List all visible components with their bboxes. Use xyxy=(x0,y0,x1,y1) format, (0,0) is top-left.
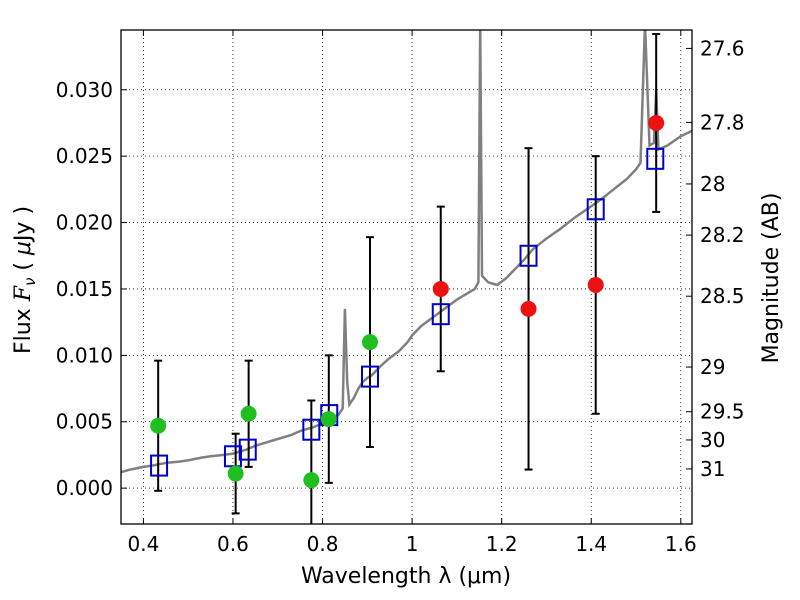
y-axis-label-subscript: ν xyxy=(21,278,39,286)
x-axis-label: Wavelength λ (μm) xyxy=(301,564,511,589)
y2-tick-label: 28.5 xyxy=(700,284,745,308)
y2-tick-label: 30 xyxy=(700,428,725,452)
y-tick-label: 0.010 xyxy=(56,343,113,367)
model-photometry-box xyxy=(302,418,321,441)
y2-tick-label: 31 xyxy=(700,457,725,481)
nir-point-marker xyxy=(432,280,449,297)
y-axis-label: Flux Fν ( μJy ) xyxy=(11,206,39,354)
x-tick-label: 1.4 xyxy=(575,532,607,556)
y-axis-label-post: ( xyxy=(11,255,36,278)
plot-frame xyxy=(120,29,693,525)
optical-point-marker xyxy=(227,465,244,482)
y-axis-label-unit: Jy ) xyxy=(11,206,36,243)
x-tick-label: 0.6 xyxy=(217,532,249,556)
model-photometry-box xyxy=(361,365,380,388)
y-axis-label-pre: Flux xyxy=(11,301,36,354)
y2-tick-label: 28 xyxy=(700,172,725,196)
optical-point-marker xyxy=(240,405,257,422)
y-tick-label: 0.005 xyxy=(56,410,113,434)
y-tick-label: 0.015 xyxy=(56,277,113,301)
y2-tick-label: 28.2 xyxy=(700,223,745,247)
axis-ticks: 0.4 0.6 0.8 1 1.2 1.4 1.6 0.000 0.005 0.010 0.015 0… xyxy=(56,30,745,556)
y2-tick-label: 27.8 xyxy=(700,110,745,134)
model-photometry-box xyxy=(238,438,257,461)
optical-point-marker xyxy=(362,334,379,351)
y2-tick-label: 29.5 xyxy=(700,400,745,424)
model-photometry-box xyxy=(150,454,169,477)
optical-point-marker xyxy=(320,411,337,428)
nir-point-marker xyxy=(648,114,665,131)
y-axis-label-symbol: F xyxy=(11,285,36,302)
model-photometry-box xyxy=(431,303,450,326)
model-photometry-box xyxy=(586,198,605,221)
y-axis-label-mu: μ xyxy=(11,241,36,256)
nir-point-marker xyxy=(520,300,537,317)
nir-point-marker xyxy=(587,276,604,293)
x-tick-label: 0.8 xyxy=(307,532,339,556)
y-tick-label: 0.025 xyxy=(56,144,113,168)
x-tick-label: 1 xyxy=(406,532,419,556)
x-tick-label: 0.4 xyxy=(127,532,159,556)
plot-area xyxy=(121,30,692,524)
optical-point-marker xyxy=(303,472,320,489)
x-tick-label: 1.6 xyxy=(665,532,697,556)
y2-tick-label: 29 xyxy=(700,355,725,379)
optical-point-marker xyxy=(150,417,167,434)
model-photometry-box xyxy=(646,147,665,170)
y-tick-label: 0.020 xyxy=(56,211,113,235)
x-tick-label: 1.2 xyxy=(486,532,518,556)
y-tick-label: 0.030 xyxy=(56,78,113,102)
y2-axis-label: Magnitude (AB) xyxy=(759,193,784,364)
model-photometry-box xyxy=(519,244,538,267)
y2-tick-label: 27.6 xyxy=(700,36,745,60)
y-tick-label: 0.000 xyxy=(56,476,113,500)
